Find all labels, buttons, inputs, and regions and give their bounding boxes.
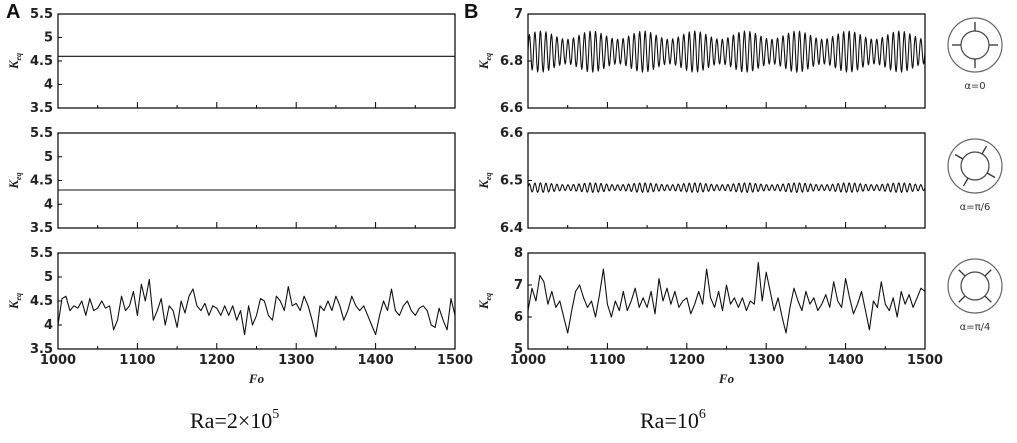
annulus-fin-icon: α=0 [947,17,1003,92]
y-axis-label: Keq [6,293,23,310]
x-tick-label: 1400 [828,353,864,368]
y-tick-label: 6.6 [500,101,523,116]
fin [962,177,969,187]
x-tick-label: 1300 [748,353,784,368]
x-axis-label: Fo [248,371,265,386]
x-tick-label: 1300 [278,353,314,368]
y-tick-label: 6.5 [500,174,523,189]
x-tick-label: 1200 [669,353,705,368]
fin [984,295,992,303]
y-tick-label: 6 [514,310,523,325]
plot-frame [57,132,456,229]
annulus-fin-icon: α=π/4 [947,258,1003,333]
plot-frame [57,13,456,109]
y-tick-label: 4 [44,197,53,212]
series-line [527,182,926,193]
y-tick-label: 5 [514,342,523,357]
y-tick-label: 5.5 [30,7,53,22]
chart-b-1: 6.6 6.8 7 Keq [476,7,926,116]
y-tick-label: 8 [514,246,523,261]
y-axis-label: Keq [6,53,23,70]
x-tick-label: 1100 [119,353,155,368]
series-line [527,262,926,334]
chart-a-2: 3.5 4 4.5 5 5.5 Keq [6,126,456,236]
y-tick-label: 3.5 [30,342,53,357]
plot-frame [527,13,926,109]
caption-b: Ra=106 [640,407,706,433]
y-tick-label: 6.8 [500,54,523,69]
y-tick-label: 5.5 [30,246,53,261]
fin [986,172,996,179]
panel-letter-b: B [464,1,478,23]
charts: 3.5 4 4.5 5 5.5 Keq 3.5 4 4.5 5 5.5 Keq 3.5 4 4.5 5 5.5 1… [6,7,943,386]
y-tick-label: 5 [44,150,53,165]
panel-letter-a: A [6,1,20,23]
y-tick-label: 5 [44,270,53,285]
plot-frame [57,252,456,350]
chart-b-3: 5 6 7 8 1000 1100 1200 1300 1400 1500 Keq Fo [476,246,943,386]
y-axis-label: Keq [476,293,493,310]
chart-a-3: 3.5 4 4.5 5 5.5 1000 1100 1200 1300 1400 1500 Keq Fo [6,246,473,386]
fin [984,269,992,277]
x-tick-label: 1400 [358,353,394,368]
y-tick-label: 5.5 [30,126,53,141]
configuration-icons: α=0 α=π/6 α=π/4 [947,17,1003,333]
icon-caption: α=π/6 [960,202,991,213]
y-axis-label: Keq [476,53,493,70]
x-tick-label: 1500 [437,353,473,368]
fin [958,269,966,277]
y-axis-label: Keq [476,172,493,189]
y-tick-label: 4 [44,318,53,333]
y-tick-label: 4.5 [30,294,53,309]
x-tick-label: 1100 [589,353,625,368]
chart-b-2: 6.4 6.5 6.6 Keq [476,126,926,236]
annulus-fin-icon: α=π/6 [947,138,1003,213]
y-tick-label: 4.5 [30,174,53,189]
y-axis-label: Keq [6,172,23,189]
fin [954,153,964,160]
plot-frame [527,252,926,350]
fin [981,145,988,155]
chart-a-1: 3.5 4 4.5 5 5.5 Keq [6,7,456,116]
x-tick-label: 1500 [907,353,943,368]
icon-caption: α=π/4 [960,322,991,333]
y-tick-label: 7 [514,7,523,22]
series-line [57,278,456,338]
series-line [527,30,926,73]
x-tick-label: 1000 [40,353,76,368]
x-axis-label: Fo [718,371,735,386]
plot-frame [527,132,926,229]
y-tick-label: 4.5 [30,54,53,69]
y-tick-label: 5 [44,31,53,46]
x-tick-label: 1200 [199,353,235,368]
x-tick-label: 1000 [510,353,546,368]
y-tick-label: 6.6 [500,126,523,141]
y-tick-label: 3.5 [30,101,53,116]
caption-a: Ra=2×105 [190,407,279,433]
y-tick-label: 4 [44,78,53,93]
y-tick-label: 7 [514,278,523,293]
y-tick-label: 3.5 [30,221,53,236]
y-tick-label: 6.4 [500,221,523,236]
fin [958,295,966,303]
icon-caption: α=0 [964,81,985,92]
